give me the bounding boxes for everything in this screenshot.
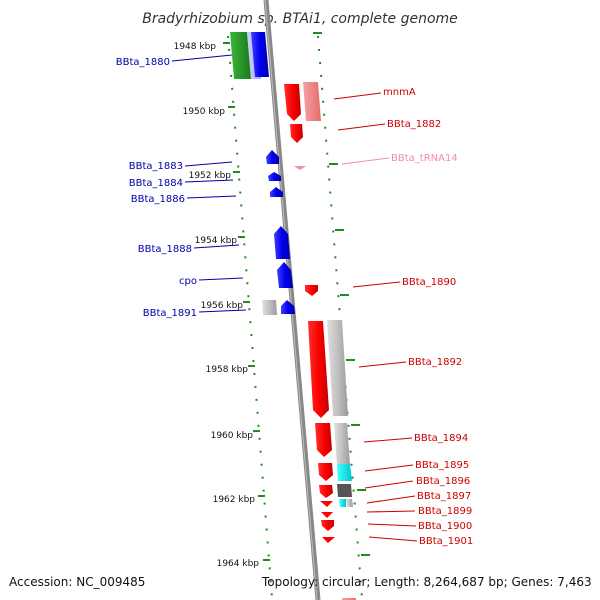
gene-label[interactable]: BBta_1897: [417, 491, 471, 502]
gene-label[interactable]: BBta_1882: [387, 119, 441, 130]
gene-label[interactable]: BBta_1886: [131, 194, 185, 205]
gene-label[interactable]: BBta_1884: [129, 178, 183, 189]
gene-feature[interactable]: [321, 520, 334, 531]
gene-feature[interactable]: [270, 187, 283, 197]
gene-feature[interactable]: [251, 32, 269, 77]
topology-label: Topology: circular; Length: 8,264,687 bp…: [262, 575, 592, 589]
gene-feature[interactable]: [284, 84, 301, 121]
gene-feature[interactable]: [327, 320, 348, 416]
kbp-label: 1950 kbp: [183, 107, 226, 117]
gene-feature[interactable]: [230, 32, 251, 79]
gene-label[interactable]: BBta_1896: [416, 476, 470, 487]
accession-label: Accession: NC_009485: [9, 575, 146, 589]
gene-feature[interactable]: [268, 172, 281, 181]
reverse-strand-features: [284, 82, 356, 600]
track-boundaries: [227, 35, 363, 599]
map-title: Bradyrhizobium sp. BTAi1, complete genom…: [142, 11, 458, 27]
gene-label[interactable]: BBta_1899: [418, 506, 472, 517]
kbp-label: 1954 kbp: [195, 236, 238, 246]
forward-strand-features: [230, 32, 295, 315]
gene-label[interactable]: BBta_1888: [138, 244, 192, 255]
gene-label[interactable]: BBta_1891: [143, 308, 197, 319]
gene-feature[interactable]: [274, 226, 290, 259]
right-gene-labels: mnmA BBta_1882 BBta_tRNA14 BBta_1890 BBt…: [383, 87, 473, 547]
gene-label[interactable]: BBta_1883: [129, 161, 183, 172]
gene-label[interactable]: BBta_1895: [415, 460, 469, 471]
gene-label[interactable]: cpo: [179, 276, 197, 287]
gene-label[interactable]: BBta_1894: [414, 433, 468, 444]
gene-label[interactable]: BBta_1892: [408, 357, 462, 368]
left-leader-lines: [171, 54, 247, 313]
gene-feature[interactable]: [290, 124, 303, 143]
gene-label[interactable]: BBta_tRNA14: [391, 153, 458, 164]
gene-feature[interactable]: [320, 501, 333, 507]
kbp-label: 1964 kbp: [217, 559, 260, 569]
gene-label[interactable]: BBta_1890: [402, 277, 456, 288]
kbp-label: 1952 kbp: [189, 171, 232, 181]
gene-feature[interactable]: [334, 423, 350, 465]
gene-feature[interactable]: [308, 321, 329, 418]
kbp-label: 1958 kbp: [206, 365, 249, 375]
gene-label[interactable]: BBta_1901: [419, 536, 473, 547]
gene-feature[interactable]: [266, 150, 279, 164]
gene-label[interactable]: mnmA: [383, 87, 416, 98]
gene-feature[interactable]: [319, 485, 333, 498]
gene-feature[interactable]: [321, 512, 333, 518]
gene-feature[interactable]: [303, 82, 321, 121]
kbp-ruler: 1948 kbp 1950 kbp 1952 kbp 1954 kbp 1956…: [174, 32, 370, 569]
kbp-label: 1960 kbp: [211, 431, 254, 441]
gene-feature[interactable]: [277, 262, 293, 288]
gene-feature[interactable]: [262, 300, 277, 315]
kbp-label: 1956 kbp: [201, 301, 244, 311]
right-leader-lines: [333, 92, 418, 542]
gene-feature[interactable]: [322, 537, 335, 543]
gene-label[interactable]: BBta_1880: [116, 57, 170, 68]
gene-feature[interactable]: [305, 285, 318, 296]
gene-feature[interactable]: [337, 484, 352, 497]
left-gene-labels: BBta_1880 BBta_1883 BBta_1884 BBta_1886 …: [116, 57, 197, 319]
gene-label[interactable]: BBta_1900: [418, 521, 472, 532]
gene-feature[interactable]: [294, 166, 306, 170]
gene-feature[interactable]: [315, 423, 332, 457]
genome-backbone: [263, 0, 321, 600]
kbp-label: 1962 kbp: [213, 495, 256, 505]
gene-feature[interactable]: [346, 499, 353, 507]
gene-feature[interactable]: [337, 464, 352, 481]
gene-feature[interactable]: [281, 300, 295, 314]
kbp-label: 1948 kbp: [174, 42, 217, 52]
gene-feature[interactable]: [318, 463, 333, 481]
gene-feature[interactable]: [339, 499, 346, 507]
